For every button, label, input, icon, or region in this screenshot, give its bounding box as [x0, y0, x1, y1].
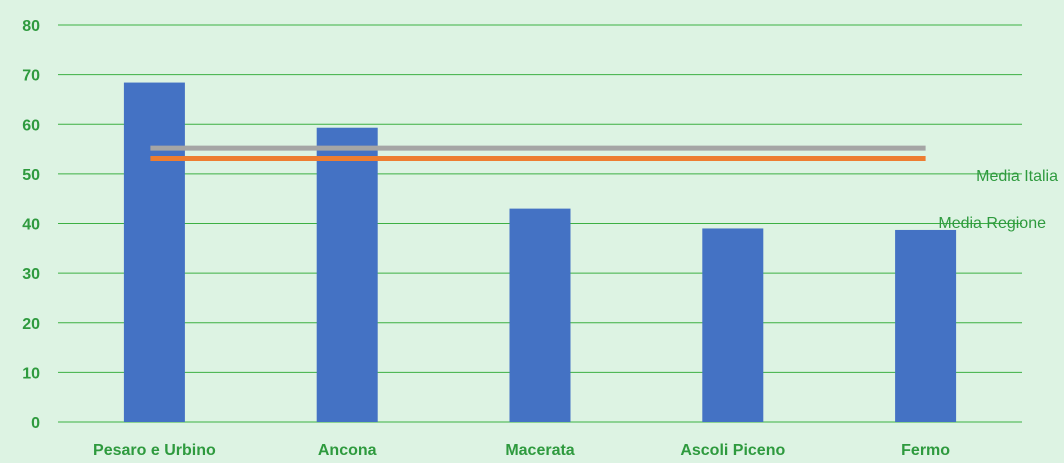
x-tick-label-pesaro-e-urbino: Pesaro e Urbino [93, 442, 216, 459]
x-tick-label-ascoli-piceno: Ascoli Piceno [680, 442, 785, 459]
bars [123, 82, 957, 422]
y-tick-label-0: 0 [31, 415, 40, 432]
y-tick-label-40: 40 [22, 217, 40, 234]
x-axis-category-labels: Pesaro e Urbino Ancona Macerata Ascoli Pice… [93, 442, 950, 459]
y-tick-label-80: 80 [22, 18, 40, 35]
y-tick-label-10: 10 [22, 365, 40, 382]
y-axis-tick-labels: 0 10 20 30 40 50 60 70 80 [22, 18, 40, 432]
reference-label-media-regione: Media Regione [938, 215, 1046, 232]
bar-ascoli-piceno [702, 228, 764, 422]
y-tick-label-20: 20 [22, 316, 40, 333]
y-tick-label-60: 60 [22, 117, 40, 134]
reference-label-media-italia: Media Italia [976, 168, 1058, 185]
bar-macerata [509, 208, 571, 422]
y-tick-label-30: 30 [22, 266, 40, 283]
x-tick-label-ancona: Ancona [318, 442, 377, 459]
bar-ancona [316, 127, 378, 422]
y-tick-label-50: 50 [22, 167, 40, 184]
bar-pesaro-e-urbino [123, 82, 185, 422]
y-tick-label-70: 70 [22, 68, 40, 85]
x-tick-label-fermo: Fermo [901, 442, 950, 459]
x-tick-label-macerata: Macerata [505, 442, 574, 459]
bar-fermo [895, 229, 957, 422]
reference-lines: Media Italia Media Regione [150, 145, 1058, 232]
